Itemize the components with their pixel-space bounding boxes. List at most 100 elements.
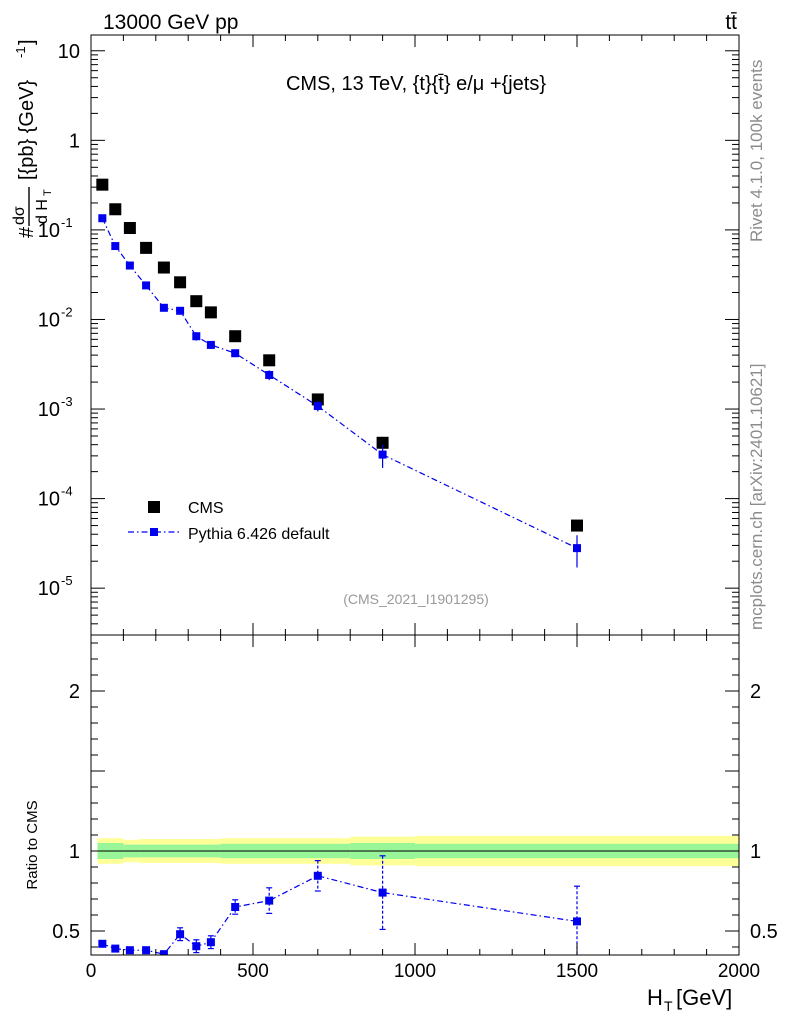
y-tick-label: 10 -2 [38,304,73,331]
x-tick-label: 1500 [556,961,598,982]
svg-text:H: H [647,985,663,1010]
ratio-line [102,875,578,955]
svg-text:1: 1 [69,130,80,152]
svg-text:10: 10 [38,489,60,511]
svg-text:10: 10 [38,578,60,600]
ratio-y-axis-label: Ratio to CMS [24,800,41,889]
legend-marker-pythia [150,528,158,536]
svg-text:10: 10 [38,309,60,331]
pythia-data-point [142,281,151,290]
y-tick-label: 10 -1 [38,215,73,242]
ratio-y-tick-label-right: 2 [750,681,761,703]
cms-data-point [123,222,136,235]
analysis-id-label: (CMS_2021_I1901295) [343,591,489,607]
y-tick-label: 10 -3 [38,394,73,421]
cms-data-point [140,241,153,254]
main-y-axis-label: # dσ d H T [{pb} {GeV} -1 ] [11,39,54,238]
cms-data-point [376,436,389,449]
cms-data-point [190,295,203,308]
ratio-data-point [231,903,240,911]
y-label-numerator: dσ [11,206,28,225]
rivet-version-label: Rivet 4.1.0, 100k events [747,60,766,242]
svg-text:T: T [664,998,673,1014]
pythia-line [101,217,578,549]
cms-data-point [96,178,109,191]
y-tick-label: 10 [58,41,80,63]
svg-text:-4: -4 [61,484,73,499]
ratio-data-point [573,917,581,926]
pythia-data-point [378,450,387,459]
legend: CMS Pythia 6.426 default [128,500,330,543]
ratio-data-point [313,871,322,880]
svg-text:T: T [42,189,54,196]
svg-text:]: ] [16,39,38,45]
ratio-y-tick-label: 1 [69,841,80,863]
ratio-data-point [192,942,201,951]
cms-data-point [571,519,583,532]
ratio-data-point [142,946,151,955]
legend-label-pythia: Pythia 6.426 default [188,526,330,543]
main-plot-area [96,178,583,568]
svg-text:-1: -1 [13,46,28,58]
y-label-denominator: d H [34,199,51,224]
svg-text:10: 10 [38,220,60,242]
cms-data-point [229,330,242,343]
cms-data-point [157,261,170,274]
x-tick-label: 1000 [394,961,436,982]
svg-text:10: 10 [38,399,60,421]
y-tick-label: 1 [69,130,80,152]
cms-data-point [263,354,276,367]
pythia-data-point [98,214,107,223]
pythia-data-point [206,340,215,349]
pythia-data-point [265,370,274,379]
legend-label-cms: CMS [188,500,224,517]
y-tick-label: 10 -4 [38,484,73,511]
x-axis-label: H T [GeV] [647,985,732,1014]
x-tick-label: 0 [86,961,97,982]
y-label-units: [{pb} {GeV} [16,80,38,180]
pythia-data-point [176,306,185,315]
ratio-data-point [378,888,387,897]
source-label: mcplots.cern.ch [arXiv:2401.10621] [747,364,766,630]
cms-data-point [174,276,187,289]
pythia-data-point [159,303,168,312]
chart-title: CMS, 13 TeV, {t}{t̄} e/μ +{jets} [286,73,546,95]
pythia-data-point [573,544,581,553]
ratio-plot-area [98,855,581,955]
ratio-y-tick-label: 2 [69,681,80,703]
legend-marker-cms [148,501,160,513]
process-label: tt̄ [725,11,737,34]
ratio-y-tick-label-right: 1 [750,841,761,863]
pythia-data-point [125,261,134,270]
ratio-y-tick-label-right: 0.5 [750,921,778,943]
svg-text:-1: -1 [61,215,73,230]
cms-data-point [109,203,122,216]
x-tick-label: 2000 [718,961,760,982]
main-frame [90,34,740,636]
ratio-data-point [98,939,107,948]
ratio-data-point [206,938,215,947]
y-label-hash: # [16,226,38,238]
pythia-data-point [111,242,120,251]
pythia-data-point [313,402,322,411]
pythia-data-point [192,332,201,341]
ratio-data-point [125,946,134,955]
ratio-data-point [111,944,120,953]
ratio-y-tick-label: 0.5 [52,921,80,943]
svg-text:-5: -5 [61,573,73,588]
cms-data-point [204,306,217,319]
ratio-data-point [176,930,185,939]
svg-text:[GeV]: [GeV] [676,985,732,1010]
ratio-frame [90,634,740,956]
y-tick-label: 10 -5 [38,573,73,600]
ratio-uncertainty-bands [97,835,739,867]
pythia-data-point [231,349,240,358]
svg-text:-2: -2 [61,304,73,319]
ratio-data-point [159,950,168,955]
svg-text:-3: -3 [61,394,73,409]
svg-text:10: 10 [58,41,80,63]
energy-label: 13000 GeV pp [103,11,238,34]
ratio-data-point [265,896,274,905]
